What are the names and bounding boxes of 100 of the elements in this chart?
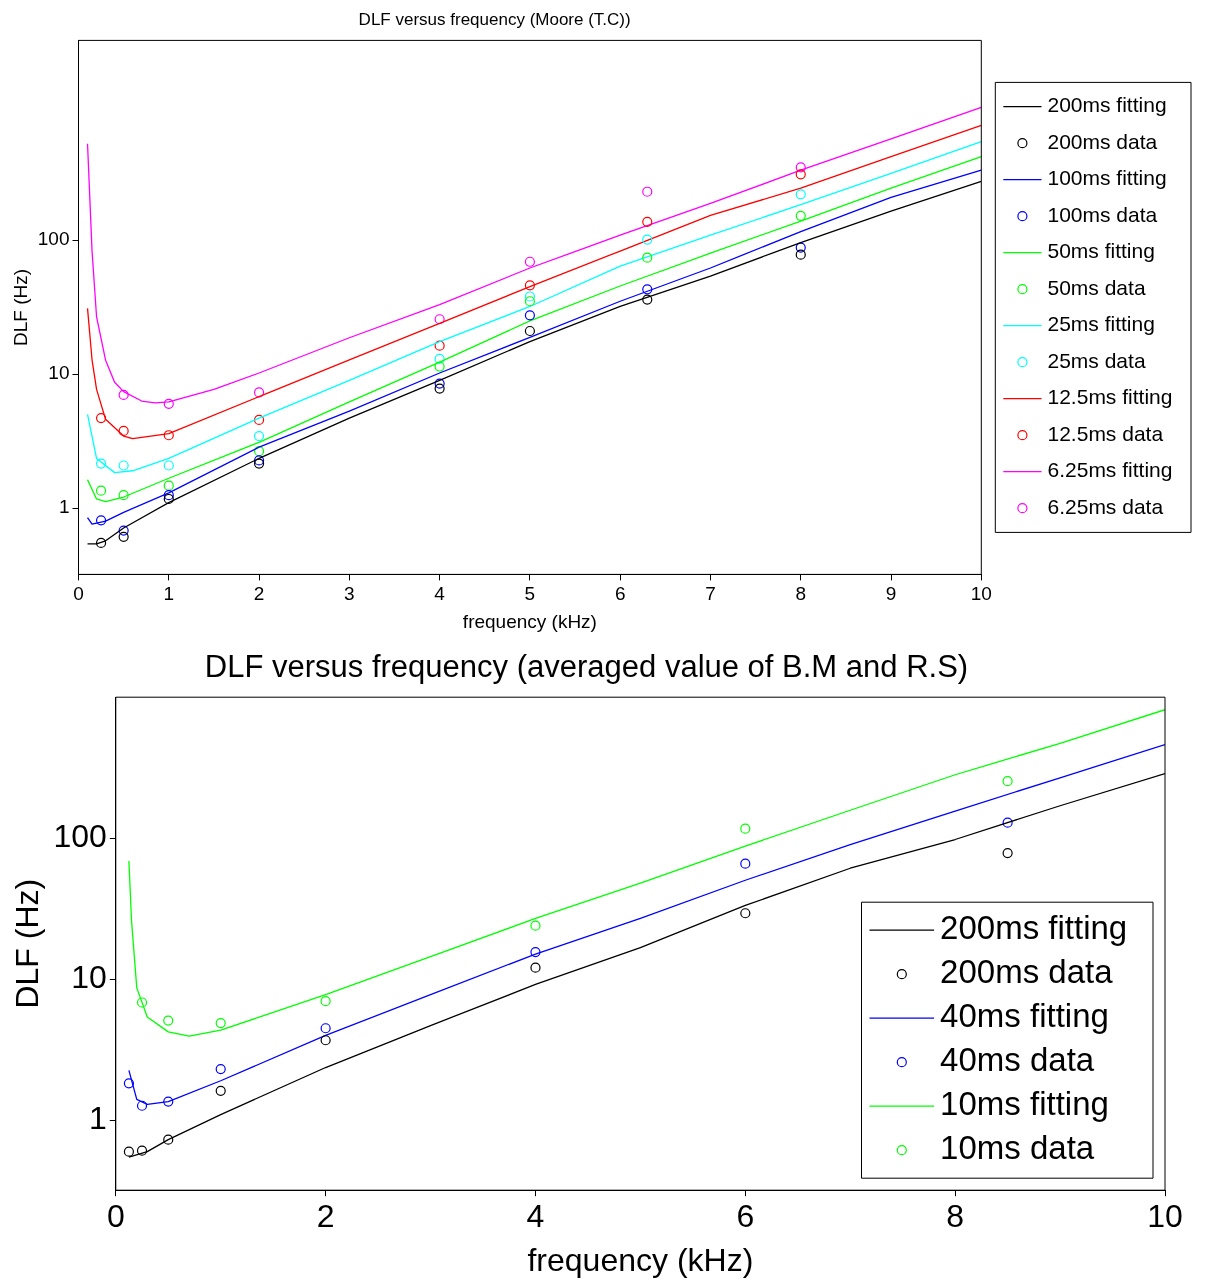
point — [434, 383, 445, 394]
point — [524, 291, 535, 302]
legend-label: 50ms fitting — [1047, 239, 1155, 263]
point — [253, 414, 265, 426]
point — [136, 1145, 148, 1156]
point — [1002, 817, 1013, 828]
point — [642, 284, 653, 295]
x-tick-label: 2 — [253, 583, 265, 605]
x-tick-label: 1 — [163, 583, 175, 605]
y-tick-label: 100 — [37, 228, 70, 250]
legend-label: 10ms data — [940, 1129, 1095, 1167]
legend-label: 50ms data — [1047, 275, 1146, 299]
legend-label: 12.5ms data — [1047, 421, 1164, 445]
point — [118, 460, 129, 471]
point — [163, 480, 174, 491]
x-tick-label: 2 — [316, 1198, 335, 1235]
legend-label: 200ms data — [940, 953, 1114, 991]
point — [320, 996, 331, 1007]
point — [123, 1146, 135, 1157]
point — [95, 458, 107, 469]
x-tick-label: 3 — [344, 583, 355, 605]
x-tick-label: 6 — [614, 583, 626, 605]
point — [740, 823, 751, 834]
point — [740, 908, 751, 919]
point — [136, 997, 148, 1008]
x-tick-label: 0 — [106, 1198, 125, 1235]
point — [320, 1035, 331, 1046]
point — [524, 310, 535, 321]
point — [642, 186, 653, 197]
point — [642, 234, 653, 245]
point — [524, 256, 535, 267]
y-tick-label: 10 — [48, 362, 70, 384]
point — [253, 387, 265, 398]
point — [163, 1015, 174, 1026]
point — [642, 252, 653, 263]
chart-title: DLF versus frequency (averaged value of B.M and R.S) — [204, 649, 969, 685]
point — [136, 1100, 148, 1111]
legend-label: 100ms fitting — [1047, 166, 1167, 190]
point — [95, 412, 107, 424]
point — [1002, 848, 1013, 859]
legend-label: 40ms fitting — [940, 997, 1109, 1035]
point — [163, 398, 174, 409]
legend-label: 6.25ms data — [1047, 494, 1164, 518]
point — [795, 210, 806, 221]
point — [434, 361, 445, 372]
legend-label: 200ms data — [1047, 129, 1158, 153]
legend-label: 10ms fitting — [940, 1085, 1109, 1123]
point — [795, 169, 806, 180]
point — [95, 537, 107, 548]
x-axis-title: frequency (kHz) — [462, 610, 597, 632]
point — [95, 515, 107, 526]
x-tick-label: 9 — [885, 583, 897, 605]
point — [118, 425, 129, 436]
point — [163, 490, 174, 501]
x-tick-label: 8 — [795, 583, 807, 605]
point — [215, 1064, 226, 1075]
point — [795, 242, 806, 253]
x-tick-label: 4 — [434, 583, 446, 605]
point — [740, 858, 751, 869]
point — [524, 280, 535, 291]
legend-label: 100ms data — [1047, 202, 1158, 226]
x-tick-label: 5 — [524, 583, 536, 605]
point — [795, 249, 806, 260]
y-tick-label: 100 — [53, 818, 107, 855]
point — [795, 189, 806, 200]
point — [434, 314, 445, 325]
point — [434, 378, 445, 389]
legend-label: 25ms data — [1047, 348, 1146, 372]
y-tick-label: 1 — [58, 496, 70, 518]
point — [524, 325, 535, 337]
point — [215, 1085, 226, 1096]
x-tick-label: 7 — [705, 583, 716, 605]
point — [118, 531, 129, 542]
point — [253, 446, 265, 457]
y-axis-title: DLF (Hz) — [9, 268, 31, 346]
x-tick-label: 6 — [736, 1198, 755, 1235]
point — [530, 962, 541, 973]
legend-label: 6.25ms fitting — [1047, 458, 1173, 482]
y-tick-label: 1 — [88, 1100, 107, 1137]
point — [524, 296, 535, 307]
point — [163, 430, 174, 441]
legend-label: 200ms fitting — [940, 909, 1128, 947]
point — [530, 920, 541, 931]
y-axis-title: DLF (Hz) — [9, 878, 46, 1009]
point — [95, 485, 107, 496]
legend-label: 25ms fitting — [1047, 312, 1155, 336]
point — [163, 493, 174, 505]
point — [1002, 776, 1013, 787]
point — [642, 216, 653, 227]
point — [123, 1078, 135, 1089]
x-tick-label: 10 — [970, 583, 992, 605]
point — [163, 460, 174, 471]
point — [530, 946, 541, 958]
point — [434, 340, 445, 351]
point — [215, 1017, 226, 1029]
x-axis-title: frequency (kHz) — [527, 1241, 754, 1278]
x-tick-label: 10 — [1147, 1198, 1183, 1235]
point — [163, 1096, 174, 1107]
point — [642, 294, 653, 305]
legend-label: 40ms data — [940, 1041, 1095, 1079]
